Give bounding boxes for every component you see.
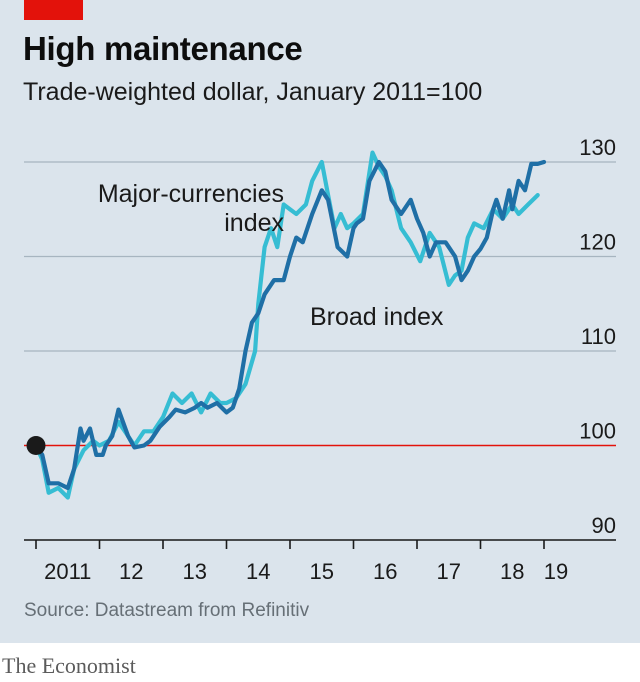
annotation-broad-index: Broad index [310, 303, 444, 331]
y-tick-label-120: 120 [579, 230, 616, 255]
start-marker-dot [26, 436, 46, 455]
brand-logo-text: The Economist [2, 653, 136, 678]
y-tick-label-110: 110 [581, 324, 616, 349]
x-axis: 2011 12 13 14 15 16 17 18 19 [24, 539, 616, 584]
brand-red-tag [24, 0, 83, 20]
chart-title: High maintenance [23, 30, 303, 67]
chart-panel [0, 0, 640, 643]
x-tick-label-15: 15 [310, 559, 334, 584]
chart-subtitle: Trade-weighted dollar, January 2011=100 [23, 78, 483, 106]
series-group [26, 150, 547, 500]
line-chart: 90 100 110 120 130 2011 12 13 14 15 16 17 18 19 Majo… [24, 135, 616, 584]
series-line-major-currencies [33, 150, 540, 500]
grid-lines [24, 161, 616, 541]
x-tick-label-16: 16 [373, 559, 397, 584]
x-tick-label-17: 17 [437, 559, 461, 584]
y-tick-label-90: 90 [592, 513, 616, 538]
x-tick-label-18: 18 [500, 559, 524, 584]
x-tick-label-14: 14 [246, 559, 270, 584]
source-note: Source: Datastream from Refinitiv [24, 600, 310, 621]
x-tick-label-19: 19 [544, 559, 568, 584]
x-tick-label-12: 12 [119, 559, 143, 584]
x-tick-label-13: 13 [183, 559, 207, 584]
series-line-broad-index [33, 159, 547, 491]
y-tick-label-100: 100 [579, 419, 616, 444]
y-tick-label-130: 130 [579, 135, 616, 160]
y-tick-labels: 90 100 110 120 130 [579, 135, 616, 538]
annotation-major-currencies-line1: Major-currencies [98, 180, 284, 208]
annotation-major-currencies-line2: index [224, 209, 284, 237]
x-tick-label-2011: 2011 [44, 559, 91, 584]
